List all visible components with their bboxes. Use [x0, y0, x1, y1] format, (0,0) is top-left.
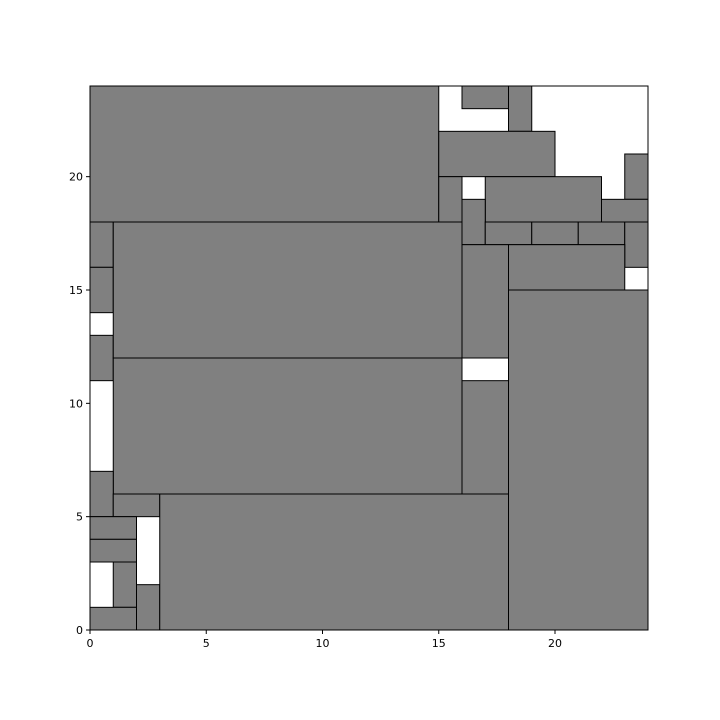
rectangle-6 — [438, 176, 463, 223]
rectangle-14 — [508, 244, 626, 291]
rectangle-24 — [112, 493, 161, 518]
plot-frame — [89, 85, 649, 631]
rectangle-19 — [461, 244, 509, 359]
rectangle-20 — [112, 357, 463, 495]
rectangles-layer — [89, 85, 649, 631]
rectangle-12 — [577, 221, 626, 246]
rectangle-16 — [89, 266, 114, 314]
rectangle-8 — [601, 198, 649, 223]
rectangle-23 — [89, 470, 114, 518]
rectangle-9 — [461, 198, 486, 246]
y-tick-label: 20 — [69, 171, 83, 184]
x-tick-label: 5 — [203, 637, 210, 650]
rectangle-5 — [624, 153, 649, 200]
rectangle-4 — [438, 130, 556, 178]
y-tick-label: 15 — [69, 284, 83, 297]
y-tick-label: 10 — [69, 397, 83, 410]
x-tick-label: 20 — [548, 637, 562, 650]
rectangle-27 — [112, 561, 137, 608]
x-axis: 0 5 10 15 20 — [87, 630, 562, 650]
rectangle-30 — [159, 493, 509, 631]
rectangle-1 — [89, 85, 440, 223]
y-tick-label: 5 — [76, 511, 83, 524]
rectangle-11 — [531, 221, 579, 246]
rectangle-17 — [89, 334, 114, 382]
rectangle-18 — [112, 221, 463, 359]
rectangle-28 — [89, 606, 137, 631]
rectangle-15 — [89, 221, 114, 268]
y-tick-label: 0 — [76, 624, 83, 637]
rectangle-21 — [461, 380, 509, 495]
rectangle-25 — [89, 516, 137, 540]
x-tick-label: 10 — [316, 637, 330, 650]
rectangle-3 — [508, 85, 533, 132]
y-axis: 0 5 10 15 20 — [69, 171, 90, 637]
rectangle-26 — [89, 538, 137, 563]
rectangle-22 — [508, 289, 649, 631]
rectangle-10 — [484, 221, 533, 246]
x-tick-label: 15 — [432, 637, 446, 650]
rectangle-29 — [136, 584, 161, 631]
x-tick-label: 0 — [87, 637, 94, 650]
rectangle-13 — [624, 221, 649, 268]
rectangle-2 — [461, 85, 509, 110]
rectangle-7 — [484, 176, 602, 223]
